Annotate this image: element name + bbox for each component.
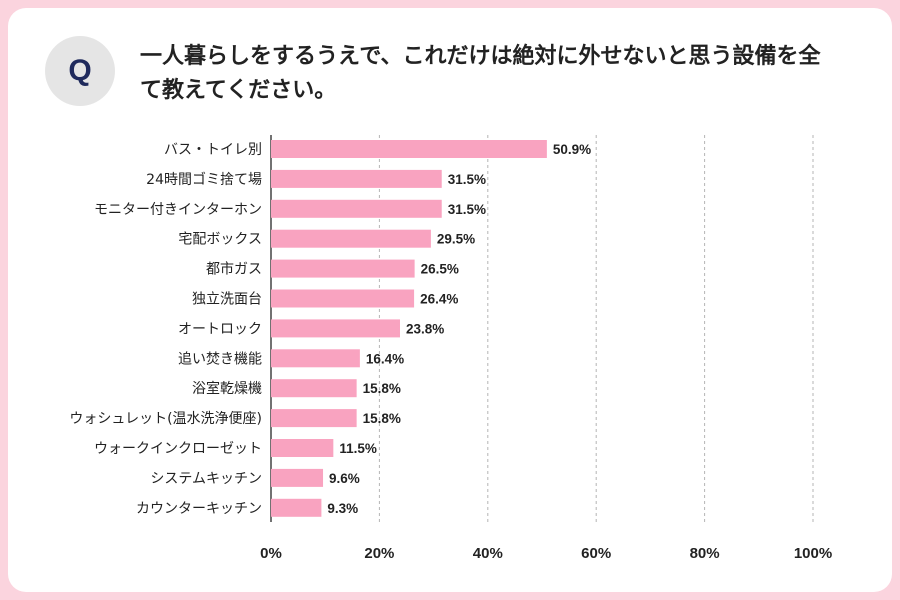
- value-label: 11.5%: [339, 441, 377, 456]
- chart-card: [8, 8, 892, 592]
- bar: [271, 229, 431, 248]
- value-label: 23.8%: [406, 321, 444, 336]
- category-label: 都市ガス: [206, 261, 262, 278]
- category-label: 宅配ボックス: [178, 232, 262, 248]
- value-label: 31.5%: [448, 202, 486, 217]
- bar: [271, 379, 357, 398]
- category-label: 浴室乾燥機: [192, 380, 262, 397]
- x-tick-label: 20%: [364, 545, 394, 562]
- category-label: カウンターキッチン: [136, 501, 262, 517]
- bar: [271, 169, 442, 188]
- bar: [271, 498, 322, 517]
- bar: [271, 349, 360, 368]
- question-title: 一人暮らしをするうえで、これだけは絶対に外せないと思う設備を全て教えてください。: [140, 44, 821, 103]
- category-label: システムキッチン: [150, 471, 262, 487]
- value-label: 29.5%: [437, 232, 475, 247]
- x-tick-label: 60%: [581, 545, 611, 562]
- value-label: 31.5%: [448, 172, 486, 187]
- category-label: 24時間ゴミ捨て場: [146, 171, 262, 188]
- category-label: 追い焚き機能: [178, 351, 262, 367]
- category-label: ウォークインクローゼット: [94, 441, 262, 457]
- value-label: 9.6%: [329, 471, 360, 486]
- bar: [271, 289, 415, 308]
- category-label: オートロック: [178, 321, 262, 337]
- category-label: バス・トイレ別: [164, 142, 262, 158]
- bar: [271, 199, 442, 218]
- bar: [271, 439, 334, 457]
- category-label: ウォシュレット(温水洗浄便座): [69, 411, 262, 427]
- x-tick-label: 80%: [690, 545, 720, 562]
- bar: [271, 319, 400, 338]
- x-tick-label: 40%: [473, 545, 503, 562]
- bar: [271, 140, 547, 158]
- question-badge: Q: [45, 36, 115, 106]
- category-label: モニター付きインターホン: [94, 202, 262, 218]
- value-label: 15.8%: [363, 411, 401, 426]
- category-label: 独立洗面台: [192, 292, 262, 308]
- value-label: 9.3%: [327, 501, 358, 516]
- value-label: 16.4%: [366, 351, 404, 366]
- value-label: 15.8%: [363, 381, 401, 396]
- x-tick-label: 100%: [794, 545, 832, 562]
- value-label: 26.5%: [421, 262, 459, 277]
- bar: [271, 259, 415, 278]
- value-label: 50.9%: [553, 142, 591, 157]
- bar: [271, 409, 357, 428]
- value-label: 26.4%: [420, 292, 458, 307]
- x-tick-label: 0%: [260, 545, 282, 562]
- bar: [271, 468, 324, 487]
